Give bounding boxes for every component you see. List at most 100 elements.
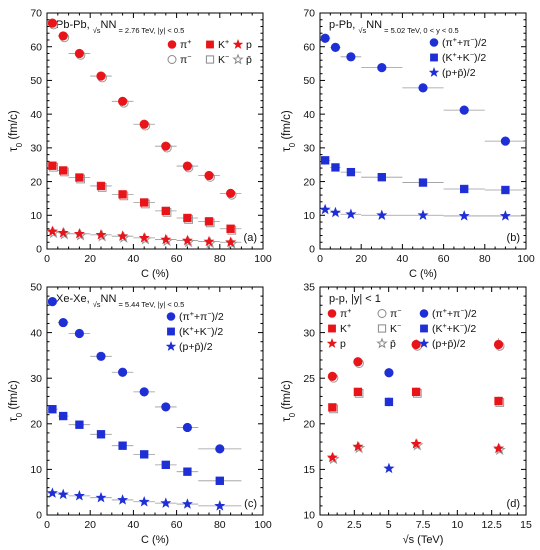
legend-marker xyxy=(167,40,177,49)
legend-marker xyxy=(232,53,244,65)
y-tick-label: 40 xyxy=(30,327,42,339)
x-tick-label: 12.5 xyxy=(481,519,502,531)
data-point xyxy=(138,495,150,507)
legend-marker xyxy=(206,40,214,49)
y-tick-label: 20 xyxy=(303,176,315,188)
data-point xyxy=(411,387,421,397)
legend-marker xyxy=(326,338,338,348)
data-point xyxy=(215,476,224,485)
x-axis-label: C (%) xyxy=(141,534,169,546)
y-tick-label: 0 xyxy=(36,510,42,522)
y-tick-label: 0 xyxy=(36,244,42,256)
panel-label: (a) xyxy=(244,232,257,244)
data-point xyxy=(203,235,215,247)
legend: (π++π−)/2 (K++K−)/2 (p+p̄)/2 xyxy=(428,36,487,79)
series-0 xyxy=(47,18,242,200)
data-point xyxy=(384,397,394,407)
legend-label: K+ xyxy=(340,322,351,335)
x-tick-label: 20 xyxy=(355,253,367,265)
legend-marker xyxy=(430,53,438,62)
data-point xyxy=(204,217,214,226)
data-point xyxy=(140,450,149,459)
x-tick-label: 100 xyxy=(254,519,272,531)
x-tick-label: 10 xyxy=(451,519,463,531)
data-point xyxy=(118,441,127,450)
data-point xyxy=(501,185,510,195)
x-tick-label: 7.5 xyxy=(416,519,431,531)
data-point xyxy=(117,96,128,106)
y-tick-label: 35 xyxy=(303,282,315,294)
legend-marker xyxy=(232,39,244,49)
data-point xyxy=(48,161,57,170)
legend-label: π− xyxy=(390,307,401,320)
series-1 xyxy=(47,161,242,235)
x-tick-label: 80 xyxy=(214,519,226,531)
panel-b: 0 20 40 60 80 100 0 10 20 30 40 50 60 70 C (%) τ0 (fm/c… xyxy=(281,8,535,280)
y-tick-label: 50 xyxy=(303,75,315,87)
x-tick-label: 15 xyxy=(520,519,532,531)
x-tick-label: 2.5 xyxy=(347,519,362,531)
data-point xyxy=(377,173,386,182)
x-tick-label: 60 xyxy=(171,519,183,531)
data-point xyxy=(493,339,504,350)
y-axis-label: τ0 (fm/c) xyxy=(281,380,297,422)
y-tick-label: 40 xyxy=(303,109,315,121)
y-tick-label: 40 xyxy=(30,109,42,121)
data-point xyxy=(58,317,68,328)
legend-label: p xyxy=(340,338,346,350)
y-tick-label: 20 xyxy=(30,176,42,188)
legend-marker xyxy=(428,67,440,77)
series-0 xyxy=(320,33,526,146)
x-tick-label: 0 xyxy=(317,519,323,531)
legend: π+ K+ p π− K− p̄ xyxy=(167,38,252,66)
x-axis-label: C (%) xyxy=(141,268,169,280)
x-tick-label: 5 xyxy=(386,519,392,531)
panel-title: Xe-Xe, √sNN = 5.44 TeV, |y| < 0.5 xyxy=(56,293,184,309)
legend-marker xyxy=(205,55,215,64)
data-point xyxy=(181,234,193,246)
data-point xyxy=(226,188,236,198)
data-point xyxy=(59,166,68,175)
y-tick-label: 30 xyxy=(303,143,315,155)
legend-label: K+ xyxy=(218,38,229,51)
legend-label: K− xyxy=(218,53,229,66)
data-point xyxy=(58,31,68,41)
data-point xyxy=(46,225,58,237)
legend-marker xyxy=(327,309,337,318)
data-point xyxy=(96,351,106,361)
x-tick-label: 0 xyxy=(317,253,323,265)
legend-marker xyxy=(328,324,336,333)
data-point xyxy=(74,48,84,59)
panel-c: 0 20 40 60 80 100 0 10 20 30 40 50 C (%) τ0 (fm/c) Xe-… xyxy=(8,282,272,546)
panel-label: (d) xyxy=(507,498,520,510)
data-point xyxy=(161,206,170,216)
x-tick-label: 40 xyxy=(128,519,140,531)
data-point xyxy=(494,396,503,406)
legend-marker xyxy=(165,341,177,351)
legend-label: (K++K−)/2 xyxy=(442,51,486,64)
x-tick-label: 80 xyxy=(214,253,226,265)
data-point xyxy=(330,42,341,52)
legend-label: (p+p̄)/2 xyxy=(179,341,213,353)
legend-label: π− xyxy=(180,53,191,66)
y-tick-label: 10 xyxy=(30,464,42,476)
data-point xyxy=(458,210,470,221)
x-tick-label: 100 xyxy=(517,253,535,265)
x-tick-label: 60 xyxy=(438,253,450,265)
data-point xyxy=(353,357,363,367)
data-point xyxy=(319,203,331,215)
data-point xyxy=(346,52,356,62)
legend-label: (π++π−)/2 xyxy=(442,36,487,49)
legend-label: p̄ xyxy=(246,54,252,66)
data-point xyxy=(500,136,511,146)
y-axis-label: τ0 (fm/c) xyxy=(281,110,297,152)
data-point xyxy=(47,296,58,307)
legend-label: (K++K−)/2 xyxy=(179,325,223,338)
data-point xyxy=(161,402,171,412)
x-tick-label: 60 xyxy=(171,253,183,265)
data-point xyxy=(73,490,85,501)
legend-label: p xyxy=(246,39,252,51)
data-point xyxy=(320,33,330,43)
y-axis-label: τ0 (fm/c) xyxy=(8,380,24,422)
